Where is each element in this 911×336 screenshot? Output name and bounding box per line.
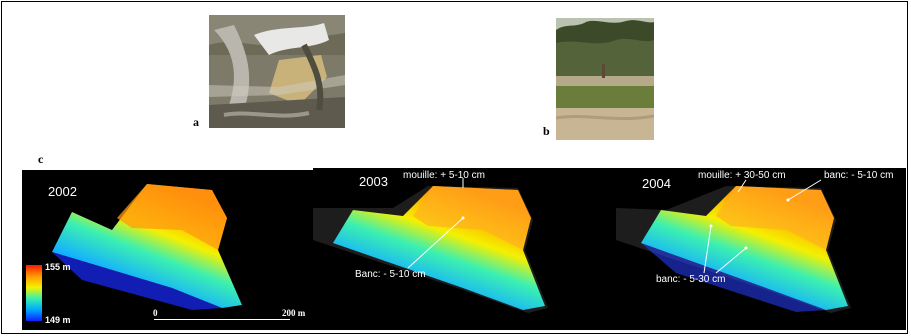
label-c: c — [38, 152, 44, 166]
aerial-photo — [209, 15, 345, 128]
label-b: b — [543, 124, 550, 138]
scale-bar — [154, 319, 290, 320]
annotation-mouille-2003: mouille: + 5-10 cm — [403, 170, 485, 181]
legend-min-label: 149 m — [45, 315, 71, 325]
annotation-banc-bottom-2004: banc: - 5-30 cm — [656, 274, 726, 285]
annotation-banc-top-2004: banc: - 5-10 cm — [824, 170, 894, 181]
year-label-2002: 2002 — [48, 184, 77, 199]
year-label-2004: 2004 — [642, 176, 671, 191]
year-label-2003: 2003 — [359, 174, 388, 189]
scale-end-label: 200 m — [282, 308, 306, 318]
annotation-arrows-2003 — [407, 178, 465, 269]
label-a: a — [193, 115, 199, 129]
dem-panel-2004: 2004 mouille: + 30-50 cm banc: - 5-10 cm… — [606, 168, 906, 330]
field-photo — [556, 18, 654, 140]
dem-panel-2002: 2002 155 m 149 m 0 200 m — [22, 170, 316, 330]
annotation-arrows-2004 — [703, 179, 822, 274]
elevation-colorbar — [26, 265, 42, 321]
dem-panel-2003: 2003 mouille: + 5-10 cm Banc: - 5-10 cm — [313, 168, 608, 330]
annotation-banc-2003: Banc: - 5-10 cm — [355, 269, 426, 280]
annotation-mouille-2004: mouille: + 30-50 cm — [698, 170, 786, 181]
legend-max-label: 155 m — [45, 262, 71, 272]
scale-start-label: 0 — [153, 308, 158, 318]
